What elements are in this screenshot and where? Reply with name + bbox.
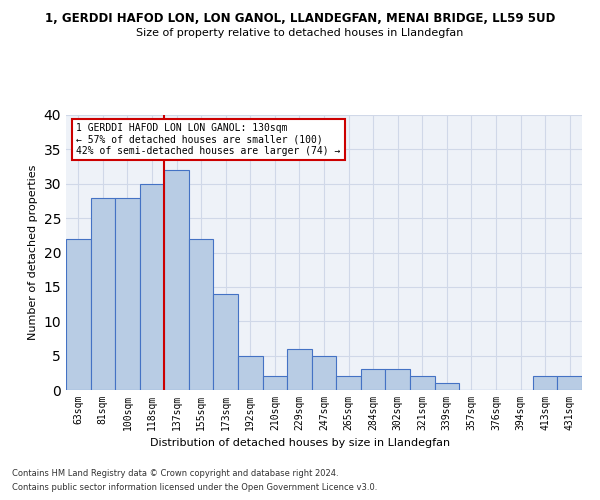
Bar: [263, 376, 287, 390]
Bar: [91, 198, 115, 390]
Text: 1, GERDDI HAFOD LON, LON GANOL, LLANDEGFAN, MENAI BRIDGE, LL59 5UD: 1, GERDDI HAFOD LON, LON GANOL, LLANDEGF…: [45, 12, 555, 26]
Bar: [238, 356, 263, 390]
Bar: [287, 349, 312, 390]
Bar: [361, 370, 385, 390]
Bar: [164, 170, 189, 390]
Bar: [66, 239, 91, 390]
Text: Contains public sector information licensed under the Open Government Licence v3: Contains public sector information licen…: [12, 484, 377, 492]
Text: 1 GERDDI HAFOD LON LON GANOL: 130sqm
← 57% of detached houses are smaller (100)
: 1 GERDDI HAFOD LON LON GANOL: 130sqm ← 5…: [76, 123, 341, 156]
Text: Size of property relative to detached houses in Llandegfan: Size of property relative to detached ho…: [136, 28, 464, 38]
Bar: [434, 383, 459, 390]
Bar: [336, 376, 361, 390]
Bar: [312, 356, 336, 390]
Bar: [214, 294, 238, 390]
Bar: [385, 370, 410, 390]
Bar: [557, 376, 582, 390]
Text: Contains HM Land Registry data © Crown copyright and database right 2024.: Contains HM Land Registry data © Crown c…: [12, 468, 338, 477]
Bar: [140, 184, 164, 390]
Bar: [189, 239, 214, 390]
Text: Distribution of detached houses by size in Llandegfan: Distribution of detached houses by size …: [150, 438, 450, 448]
Bar: [115, 198, 140, 390]
Bar: [533, 376, 557, 390]
Y-axis label: Number of detached properties: Number of detached properties: [28, 165, 38, 340]
Bar: [410, 376, 434, 390]
